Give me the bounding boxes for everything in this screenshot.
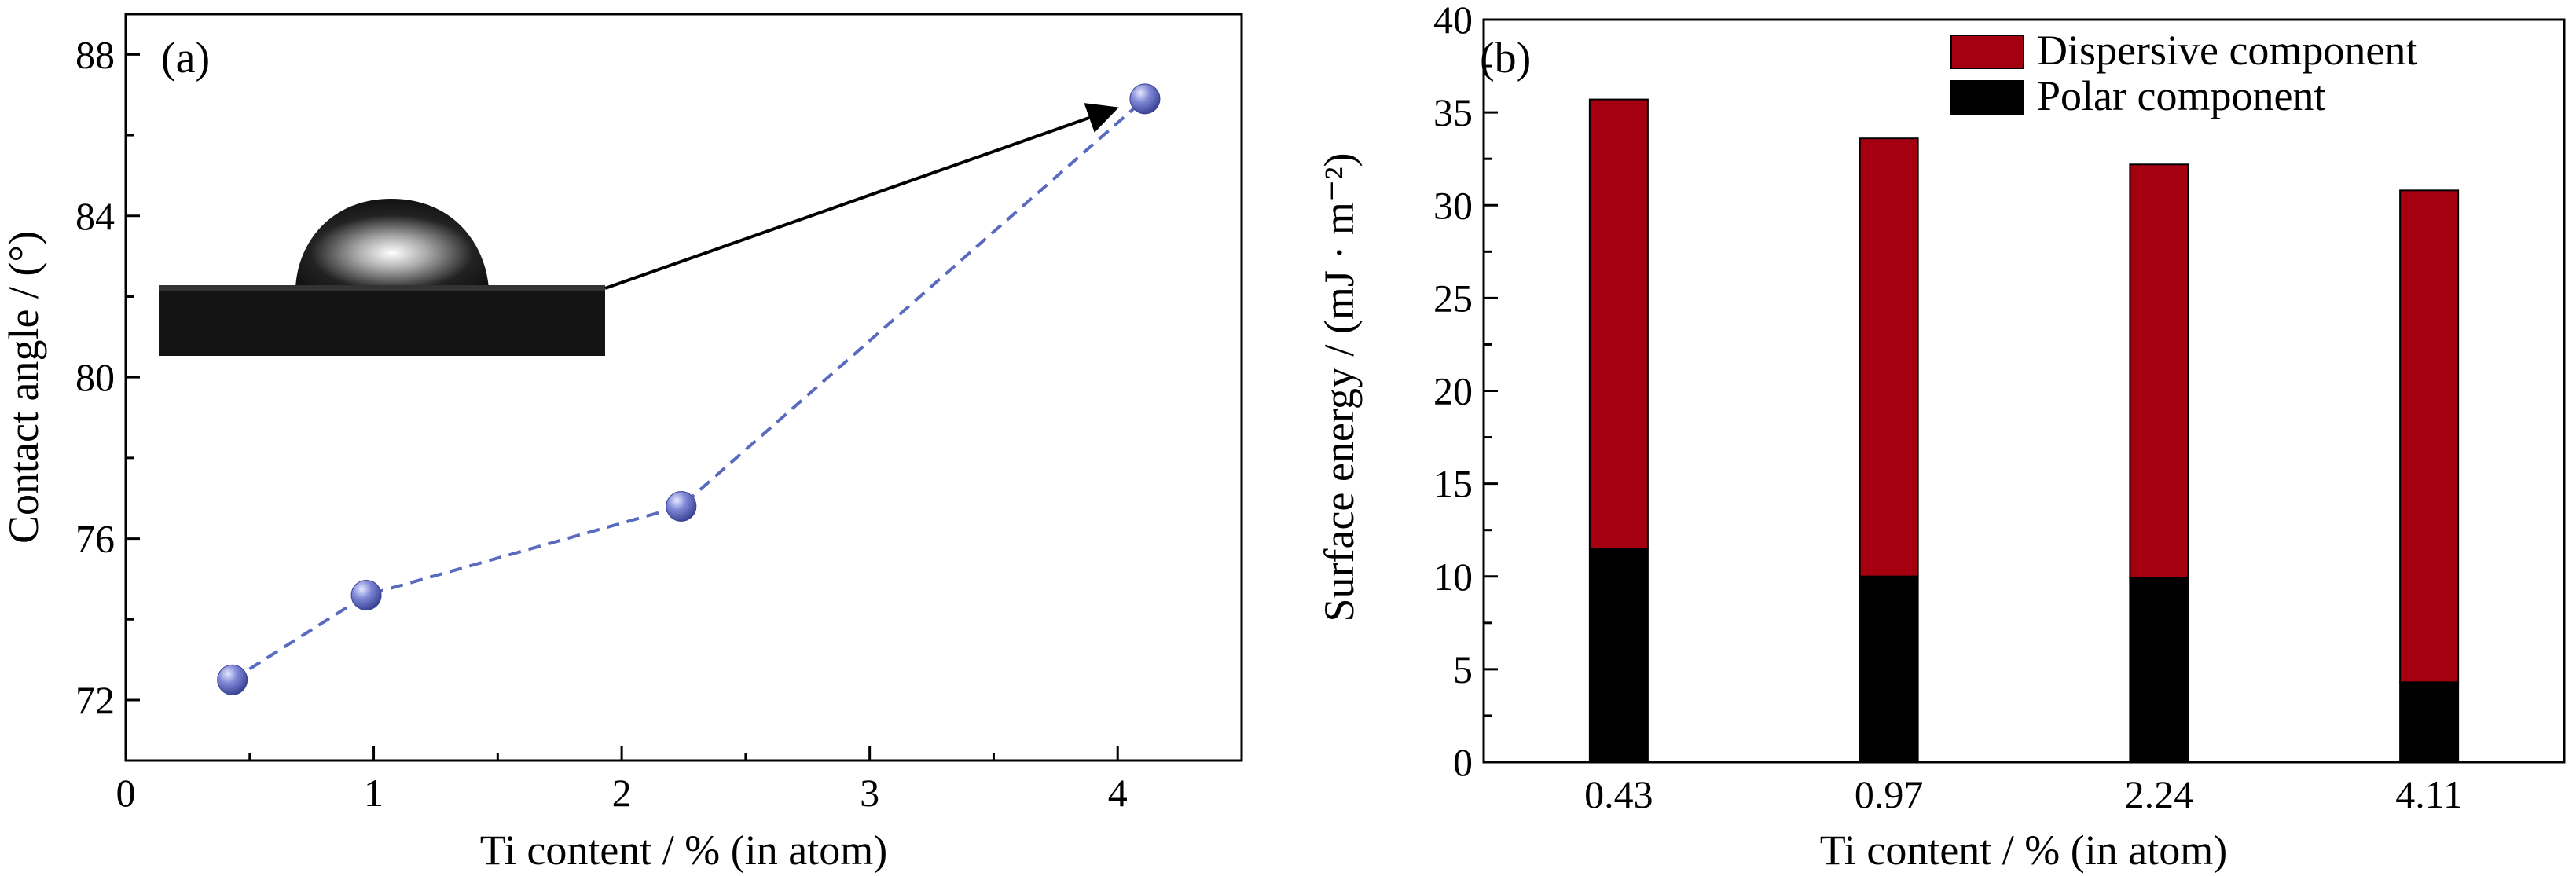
bar-dispersive [1859,137,1919,577]
x-ticks-b: 0.43 0.97 2.24 4.11 [1584,748,2463,816]
legend-swatch-dispersive [1950,35,2024,69]
y-tick-label-a: 76 [75,517,115,561]
legend-b: Dispersive component Polar component [1950,27,2417,119]
y-tick-label-a: 88 [75,32,115,76]
data-point-a [217,664,248,695]
inset-arrow [604,103,1119,290]
y-tick-label-b: 0 [1453,740,1473,784]
x-axis-title-a: Ti content / % (in atom) [480,827,887,874]
x-tick-label-a: 0 [116,771,136,815]
bar-dispersive [2399,189,2460,684]
y-tick-label-a: 80 [75,355,115,399]
data-point-a [1129,83,1161,115]
y-tick-label-a: 84 [75,194,115,238]
droplet-inset [159,199,605,356]
bar-polar [2129,577,2189,763]
y-ticks-b: 0 5 10 15 20 25 30 35 40 [1433,0,1498,784]
panel-a: 0 1 2 3 4 72 76 80 84 88 (a) Ti content / % (in … [0,13,1243,874]
y-tick-label-b: 40 [1433,0,1473,42]
plot-frame-a [124,13,1243,762]
x-tick-label-a: 1 [364,771,383,815]
x-tick-label-b: 4.11 [2395,772,2463,816]
y-tick-label-b: 25 [1433,276,1473,320]
bar-dispersive [2129,163,2189,580]
y-tick-label-b: 35 [1433,90,1473,134]
legend-swatch-polar [1950,80,2024,115]
x-tick-label-a: 2 [612,771,632,815]
inset-substrate-edge [159,285,605,291]
x-tick-label-b: 2.24 [2125,772,2194,816]
bars-b [1588,98,2460,763]
x-ticks-a: 0 1 2 3 4 [116,746,1128,815]
y-tick-label-b: 15 [1433,462,1473,506]
y-tick-label-b: 5 [1453,647,1473,691]
legend-label-polar: Polar component [2037,72,2325,119]
y-axis-title-b: Surface energy / (mJ · m⁻²) [1316,152,1363,621]
x-tick-label-a: 4 [1108,771,1128,815]
y-tick-label-b: 30 [1433,183,1473,227]
inset-substrate [159,287,605,356]
bar-dispersive [1588,98,1649,550]
x-axis-title-b: Ti content / % (in atom) [1820,827,2227,874]
panel-label-b: (b) [1480,34,1531,82]
data-point-a [666,490,697,522]
y-axis-title-a: Contact angle / (°) [0,231,47,544]
y-tick-label-b: 10 [1433,555,1473,599]
series-points-a [217,83,1161,695]
y-ticks-a: 72 76 80 84 88 [75,32,140,722]
inset-droplet [295,199,489,289]
panel-b: 0 5 10 15 20 25 30 35 40 0.43 0.97 2.24 4.11 Disper… [1316,0,2566,874]
data-point-a [350,579,382,610]
x-tick-label-b: 0.97 [1855,772,1924,816]
y-tick-label-b: 20 [1433,369,1473,413]
bar-polar [1859,575,1919,763]
x-tick-label-a: 3 [860,771,879,815]
panel-label-a: (a) [161,34,210,82]
bar-polar [1588,548,1649,763]
legend-label-dispersive: Dispersive component [2037,27,2417,74]
y-tick-label-a: 72 [75,678,115,722]
x-tick-label-b: 0.43 [1584,772,1653,816]
